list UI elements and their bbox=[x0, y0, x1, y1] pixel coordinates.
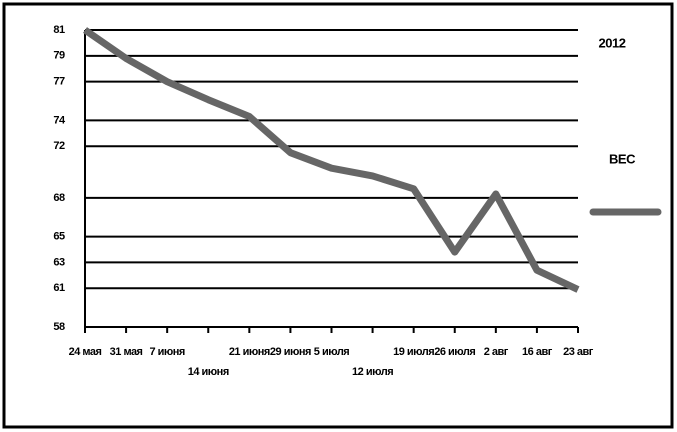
x-tick-label: 5 июля bbox=[314, 346, 350, 358]
x-tick-label: 24 мая bbox=[69, 346, 102, 358]
y-tick-label: 58 bbox=[53, 321, 65, 333]
x-tick-label: 19 июля bbox=[393, 346, 434, 358]
y-tick-label: 65 bbox=[53, 231, 65, 243]
legend-label: ВЕС bbox=[609, 151, 636, 166]
y-tick-label: 68 bbox=[53, 192, 65, 204]
x-tick-label: 29 июня bbox=[270, 346, 311, 358]
x-tick-label: 2 авг bbox=[484, 346, 509, 358]
y-tick-label: 63 bbox=[53, 256, 65, 268]
x-tick-label: 12 июля bbox=[352, 366, 393, 378]
x-tick-label: 26 июля bbox=[434, 346, 475, 358]
y-tick-label: 77 bbox=[53, 76, 65, 88]
y-tick-label: 74 bbox=[53, 114, 66, 126]
data-line bbox=[83, 27, 580, 293]
y-tick-label: 72 bbox=[53, 140, 65, 152]
x-tick-label: 14 июня bbox=[188, 366, 229, 378]
y-tick-label: 81 bbox=[53, 24, 65, 36]
x-tick-label: 16 авг bbox=[522, 346, 553, 358]
x-tick-label: 31 мая bbox=[110, 346, 143, 358]
chart-title: 2012 bbox=[599, 35, 626, 50]
y-tick-label: 79 bbox=[53, 50, 65, 62]
x-tick-label: 7 июня bbox=[149, 346, 184, 358]
x-tick-label: 21 июня bbox=[229, 346, 270, 358]
y-tick-label: 61 bbox=[53, 282, 65, 294]
x-tick-label: 23 авг bbox=[563, 346, 594, 358]
